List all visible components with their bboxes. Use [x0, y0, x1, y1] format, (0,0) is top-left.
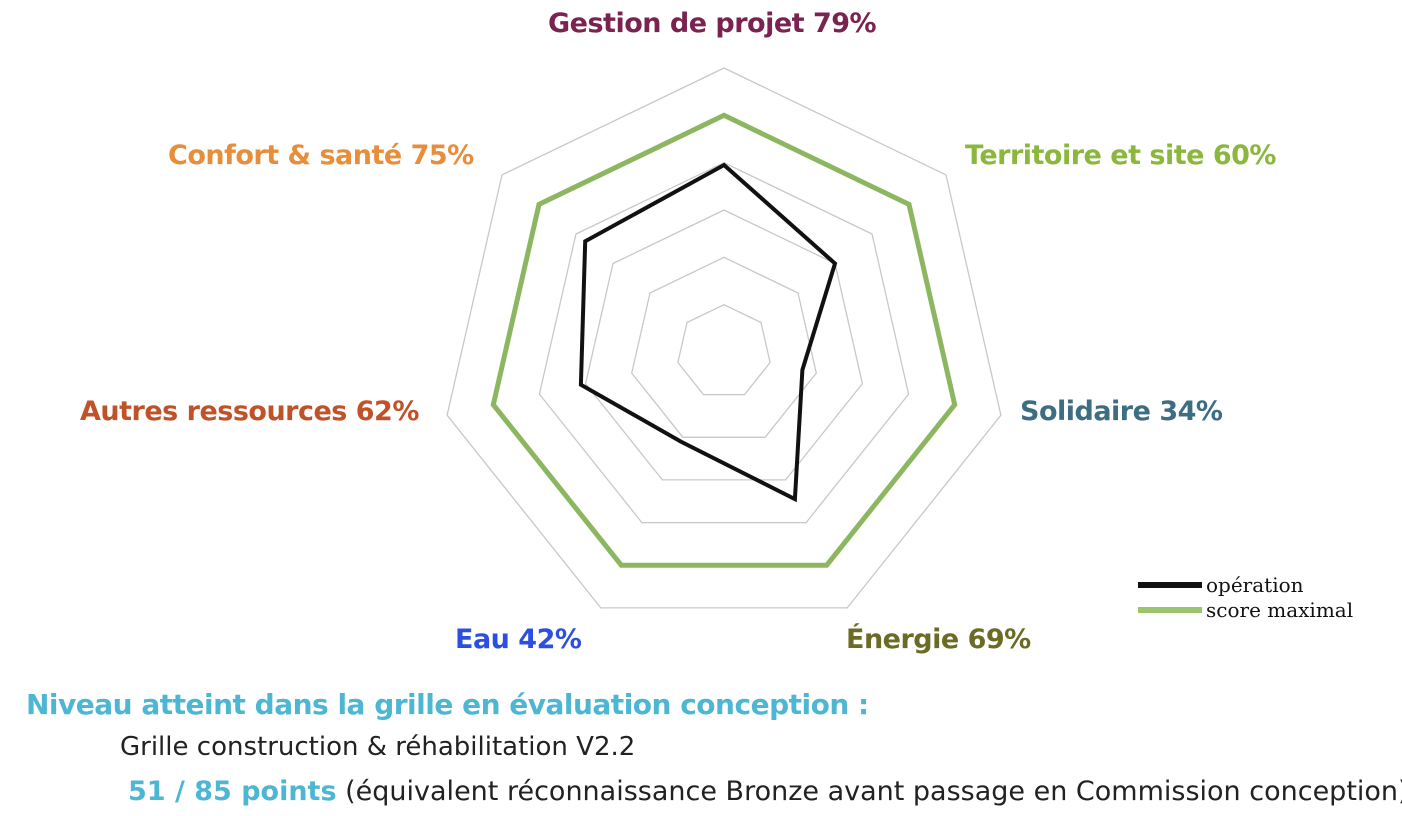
axis-value-0: 79%: [812, 8, 877, 39]
grid-ring-6: [446, 67, 1002, 609]
axis-label-6: Confort & santé 75%: [168, 140, 474, 171]
footer-points: 51 / 85 points (équivalent réconnaissanc…: [128, 776, 1402, 807]
axis-value-1: 60%: [1212, 140, 1277, 171]
points-value: 51 / 85 points: [128, 776, 337, 807]
axis-name-3: Énergie: [846, 624, 968, 655]
legend-item-operation: opération: [1138, 572, 1353, 597]
series-line-score-maximal: [490, 112, 958, 568]
points-note: (équivalent réconnaissance Bronze avant …: [345, 776, 1402, 807]
axis-label-1: Territoire et site 60%: [965, 140, 1276, 171]
footer-grid-version: Grille construction & réhabilitation V2.…: [120, 732, 636, 762]
axis-label-3: Énergie 69%: [846, 624, 1031, 655]
axis-name-1: Territoire et site: [965, 140, 1213, 171]
axis-value-6: 75%: [410, 140, 475, 171]
axis-value-5: 62%: [355, 396, 420, 427]
axis-label-5: Autres ressources 62%: [80, 396, 419, 427]
grid-ring-2: [630, 256, 818, 438]
legend-swatch-operation: [1138, 581, 1202, 588]
axis-label-0: Gestion de projet 79%: [548, 8, 877, 39]
axis-label-4: Eau 42%: [455, 624, 582, 655]
axis-name-0: Gestion de projet: [548, 8, 813, 39]
radar-series: [490, 112, 958, 568]
grid-ring-4: [538, 161, 910, 524]
radar-chart: [446, 67, 1002, 609]
grid-ring-3: [584, 209, 864, 481]
axis-label-2: Solidaire 34%: [1020, 396, 1223, 427]
axis-name-6: Confort & santé: [168, 140, 411, 171]
legend-label-score-maximal: score maximal: [1206, 597, 1354, 622]
footer-title: Niveau atteint dans la grille en évaluat…: [26, 688, 869, 721]
axis-value-3: 69%: [967, 624, 1032, 655]
grid-ring-1: [677, 303, 771, 396]
radar-grid: [446, 67, 1002, 609]
axis-name-5: Autres ressources: [80, 396, 356, 427]
legend-label-operation: opération: [1206, 572, 1304, 597]
legend-item-score-maximal: score maximal: [1138, 597, 1353, 622]
series-line-operation: [578, 162, 838, 503]
grid-ring-5: [492, 114, 956, 566]
legend-swatch-score-maximal: [1138, 606, 1202, 613]
axis-value-2: 34%: [1159, 396, 1223, 427]
axis-name-2: Solidaire: [1020, 396, 1160, 427]
axis-name-4: Eau: [455, 624, 519, 655]
axis-value-4: 42%: [518, 624, 582, 655]
legend: opération score maximal: [1138, 572, 1353, 622]
